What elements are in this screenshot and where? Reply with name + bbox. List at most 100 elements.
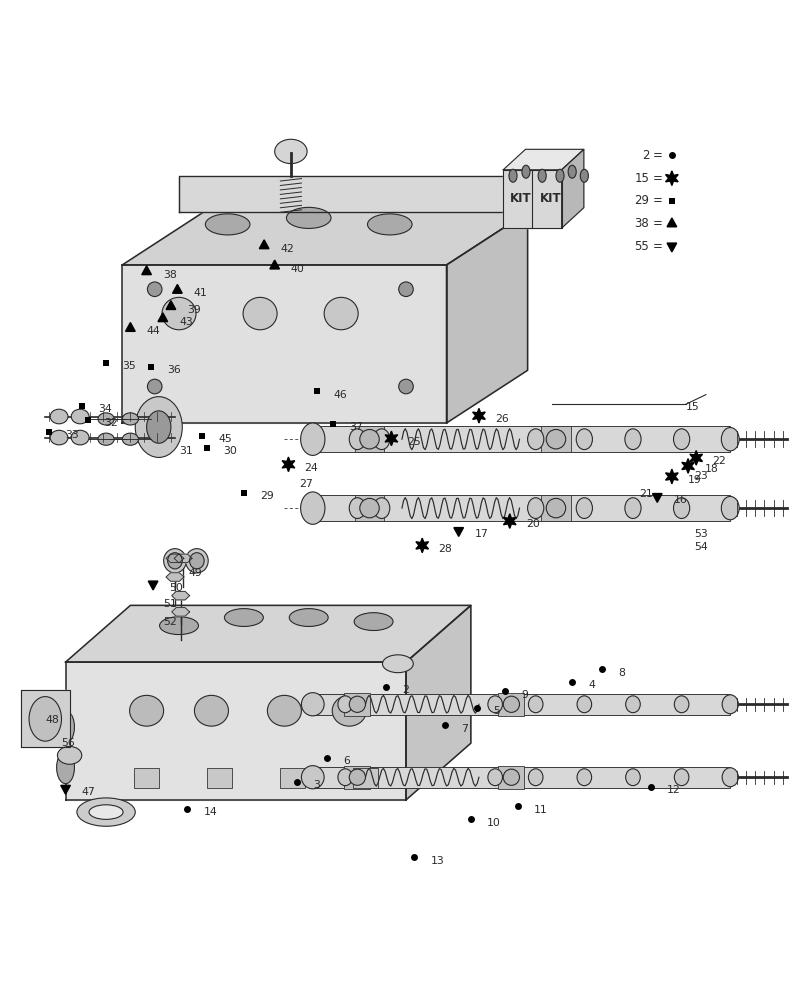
Text: 17: 17 (474, 529, 488, 539)
Ellipse shape (624, 429, 641, 450)
Ellipse shape (487, 696, 502, 713)
Bar (308, 767, 729, 788)
Bar (354, 495, 384, 521)
Text: 15: 15 (633, 172, 648, 185)
Text: 43: 43 (178, 317, 192, 327)
Text: 3: 3 (312, 780, 320, 790)
Ellipse shape (242, 297, 277, 330)
Polygon shape (561, 149, 583, 228)
Ellipse shape (503, 696, 519, 712)
Polygon shape (142, 266, 151, 275)
Polygon shape (259, 240, 268, 249)
Text: 52: 52 (163, 617, 176, 627)
Polygon shape (667, 243, 676, 252)
Ellipse shape (528, 769, 543, 786)
Polygon shape (21, 690, 70, 747)
Text: 13: 13 (430, 856, 444, 866)
Polygon shape (689, 451, 702, 465)
Text: 26: 26 (495, 414, 508, 424)
Ellipse shape (162, 297, 195, 330)
Text: KIT: KIT (509, 192, 531, 205)
Ellipse shape (546, 498, 565, 518)
Bar (207, 768, 231, 788)
Ellipse shape (528, 696, 543, 713)
Text: 15: 15 (684, 402, 698, 412)
Text: 32: 32 (105, 418, 118, 428)
Text: 40: 40 (290, 264, 304, 274)
Ellipse shape (301, 693, 324, 716)
Text: 10: 10 (487, 818, 500, 828)
Polygon shape (178, 176, 527, 212)
Text: 5: 5 (493, 706, 500, 716)
Ellipse shape (556, 169, 564, 182)
Text: 9: 9 (521, 690, 527, 700)
Text: 22: 22 (711, 456, 725, 466)
Bar (308, 426, 729, 452)
Ellipse shape (205, 214, 250, 235)
Text: 54: 54 (693, 542, 706, 552)
Ellipse shape (286, 207, 331, 228)
Text: 34: 34 (98, 404, 112, 414)
Ellipse shape (538, 169, 546, 182)
Text: 36: 36 (167, 365, 180, 375)
Polygon shape (122, 212, 527, 265)
Polygon shape (472, 408, 485, 423)
Ellipse shape (337, 696, 352, 713)
Ellipse shape (673, 769, 688, 786)
Polygon shape (665, 469, 677, 484)
Text: 50: 50 (169, 583, 183, 593)
Ellipse shape (527, 429, 543, 450)
Ellipse shape (289, 609, 328, 626)
Ellipse shape (527, 498, 543, 518)
Text: 55: 55 (633, 240, 648, 253)
Ellipse shape (546, 429, 565, 449)
Ellipse shape (98, 413, 114, 425)
Polygon shape (174, 554, 191, 563)
Text: 12: 12 (666, 785, 680, 795)
Text: 14: 14 (203, 807, 217, 817)
Polygon shape (406, 605, 470, 800)
Text: 33: 33 (66, 430, 79, 440)
Ellipse shape (168, 553, 182, 569)
Text: 49: 49 (188, 568, 202, 578)
Bar (280, 768, 304, 788)
Text: 38: 38 (633, 217, 648, 230)
Ellipse shape (624, 498, 641, 518)
Ellipse shape (373, 429, 389, 450)
Polygon shape (171, 591, 189, 600)
Polygon shape (384, 431, 397, 446)
Text: 11: 11 (534, 805, 547, 815)
Ellipse shape (367, 214, 411, 235)
Text: 42: 42 (280, 244, 294, 254)
Ellipse shape (521, 165, 530, 178)
Text: 25: 25 (407, 437, 421, 447)
Ellipse shape (148, 282, 162, 297)
Ellipse shape (185, 549, 208, 573)
Ellipse shape (576, 498, 592, 518)
Text: 37: 37 (349, 422, 363, 432)
Ellipse shape (577, 696, 591, 713)
Polygon shape (171, 608, 189, 616)
Polygon shape (66, 662, 406, 800)
Text: 29: 29 (633, 194, 648, 207)
Text: 2: 2 (401, 685, 408, 695)
Polygon shape (126, 323, 135, 331)
Bar (344, 693, 370, 716)
Ellipse shape (354, 613, 393, 631)
Ellipse shape (721, 768, 737, 787)
Text: =: = (651, 194, 662, 207)
Polygon shape (667, 218, 676, 227)
Ellipse shape (122, 433, 139, 445)
Bar (308, 694, 729, 715)
Polygon shape (173, 284, 182, 293)
Ellipse shape (720, 428, 738, 451)
Ellipse shape (194, 695, 228, 726)
Ellipse shape (224, 609, 263, 626)
Ellipse shape (77, 798, 135, 826)
Text: 28: 28 (438, 544, 452, 554)
Bar (135, 768, 159, 788)
Text: =: = (651, 217, 662, 230)
Polygon shape (281, 457, 294, 472)
Ellipse shape (359, 498, 379, 518)
Text: 23: 23 (693, 471, 706, 481)
